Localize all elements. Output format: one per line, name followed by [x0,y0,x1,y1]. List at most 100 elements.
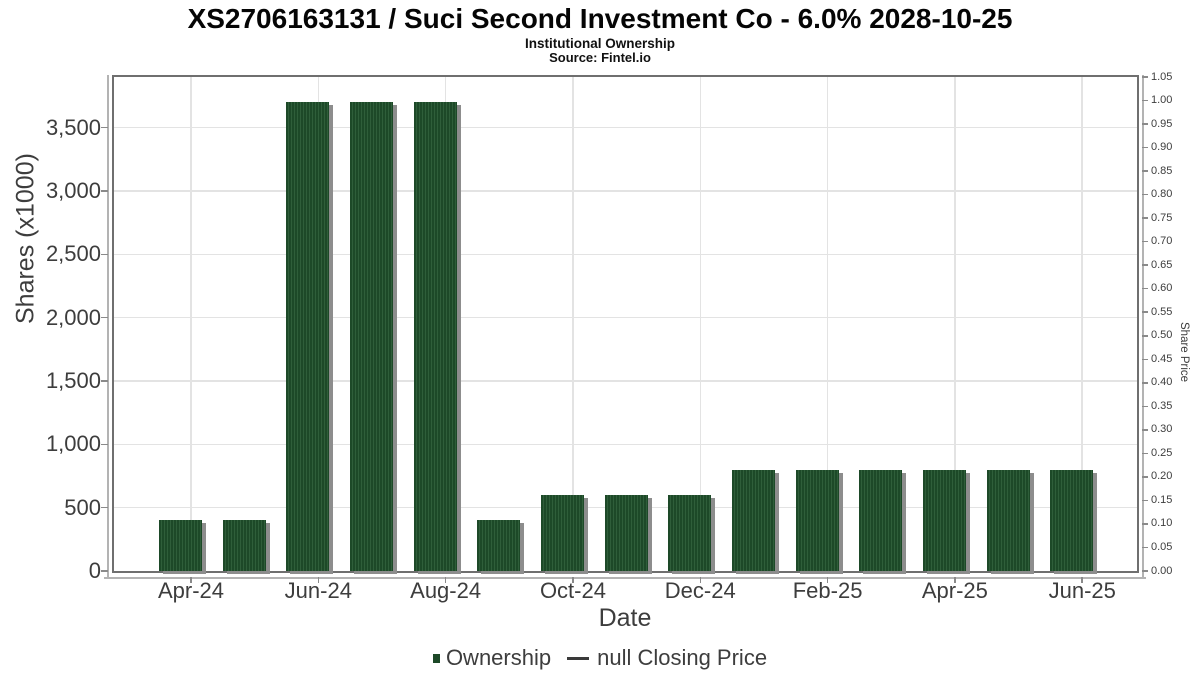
gridline-vertical [954,77,956,571]
legend-price-line-marker [567,656,590,660]
legend-label: Ownership [445,645,552,670]
y-tick-right [1142,335,1148,337]
y-tick-right [1142,405,1148,408]
gridline-horizontal [114,316,1137,319]
y-tick-label-right: 0.45 [1151,352,1173,365]
x-tick [699,577,702,583]
y-tick-right [1142,311,1148,313]
y-tick-label-right: 0.50 [1151,329,1173,342]
y-axis-line-right [1142,75,1144,579]
y-tick-left [101,506,108,509]
y-tick-right [1142,546,1148,549]
y-tick-right [1142,452,1148,455]
y-tick-label-right: 0.95 [1151,117,1173,130]
y-tick-right [1142,193,1148,196]
bar-Oct-24 [540,495,584,571]
y-tick-label-left: 3,000 [45,178,101,203]
y-tick-label-right: 0.70 [1151,235,1173,248]
x-tick [190,577,192,583]
y-tick-left [101,380,108,382]
bar-Jul-24 [349,102,393,571]
legend-label: null Closing Price [597,645,768,670]
y-tick-right [1142,382,1148,384]
y-tick-right [1142,99,1148,102]
bar-Feb-25 [795,469,839,571]
y-tick-left [101,570,108,572]
bar-Jun-25 [1050,469,1094,571]
y-tick-label-left: 1,000 [45,431,101,457]
bar-Jun-24 [286,102,330,571]
y-tick-label-left: 2,000 [45,304,101,330]
y-tick-left [101,190,108,192]
bar-Sep-24 [477,520,521,571]
gridline-vertical [1081,77,1083,571]
y-tick-left [101,443,108,446]
y-tick-label-left: 500 [64,494,101,520]
y-tick-label-right: 0.20 [1151,470,1173,483]
y-tick-right [1142,499,1148,502]
y-tick-left [101,126,108,129]
x-tick [572,577,574,583]
y-tick-label-right: 0.25 [1151,446,1173,459]
y-tick-left [101,253,108,256]
y-tick-label-right: 0.30 [1151,423,1173,436]
y-tick-label-right: 0.05 [1151,540,1173,553]
y-tick-left [101,316,108,319]
y-tick-right [1142,76,1148,78]
y-tick-right [1142,264,1148,266]
y-tick-label-right: 0.65 [1151,258,1173,271]
gridline-horizontal [114,253,1137,256]
x-tick [444,577,447,583]
gridline-horizontal [114,126,1137,129]
x-tick-label: Apr-24 [157,578,225,603]
x-tick-label: Dec-24 [664,578,736,603]
y-tick-right [1142,570,1148,572]
bar-Dec-24 [668,495,712,571]
legend-ownership-marker [432,653,440,663]
y-tick-label-right: 0.35 [1151,399,1173,412]
chart-subtitle: Institutional Ownership [524,36,675,51]
x-tick-label: Aug-24 [410,578,482,603]
y-tick-label-left: 0 [88,558,101,583]
y-tick-right [1142,146,1148,149]
bar-May-24 [222,520,266,571]
chart-title: XS2706163131 / Suci Second Investment Co… [187,3,1013,34]
x-tick-label: Feb-25 [792,578,863,603]
y-tick-right [1142,523,1148,525]
gridline-vertical [190,77,192,571]
y-tick-right [1142,358,1148,361]
y-tick-right [1142,240,1148,243]
x-tick-label: Jun-25 [1048,578,1116,603]
y-tick-right [1142,429,1148,431]
x-tick-label: Oct-24 [539,578,606,603]
y-tick-label-left: 3,500 [45,114,101,140]
y-tick-label-left: 2,500 [45,241,101,267]
x-tick [826,577,829,583]
y-tick-label-right: 0.85 [1151,164,1173,177]
bar-Jan-25 [731,469,775,571]
y-tick-label-right: 1.00 [1151,94,1173,107]
x-axis-title: Date [598,604,652,632]
y-tick-label-right: 0.55 [1151,305,1173,318]
y-tick-right [1142,476,1148,478]
x-tick [317,577,320,583]
y-tick-label-right: 0.40 [1151,376,1173,389]
y-tick-label-right: 0.75 [1151,211,1173,224]
bar-Nov-24 [604,495,648,571]
bar-Apr-25 [922,469,966,571]
gridline-vertical [572,77,574,571]
bar-Apr-24 [159,520,202,571]
y-tick-label-left: 1,500 [45,368,101,393]
y-tick-label-right: 0.15 [1151,493,1173,506]
y-tick-right [1142,170,1148,172]
x-tick [954,577,956,583]
gridline-vertical [826,77,829,571]
bar-May-25 [986,469,1030,571]
chart-source-attribution: Source: Fintel.io [549,50,651,65]
gridline-horizontal [114,380,1137,382]
y-axis-line-left [107,75,109,579]
y-tick-label-right: 0.90 [1151,141,1173,154]
y-tick-label-right: 0.60 [1151,282,1173,295]
x-tick-label: Apr-25 [921,578,988,603]
